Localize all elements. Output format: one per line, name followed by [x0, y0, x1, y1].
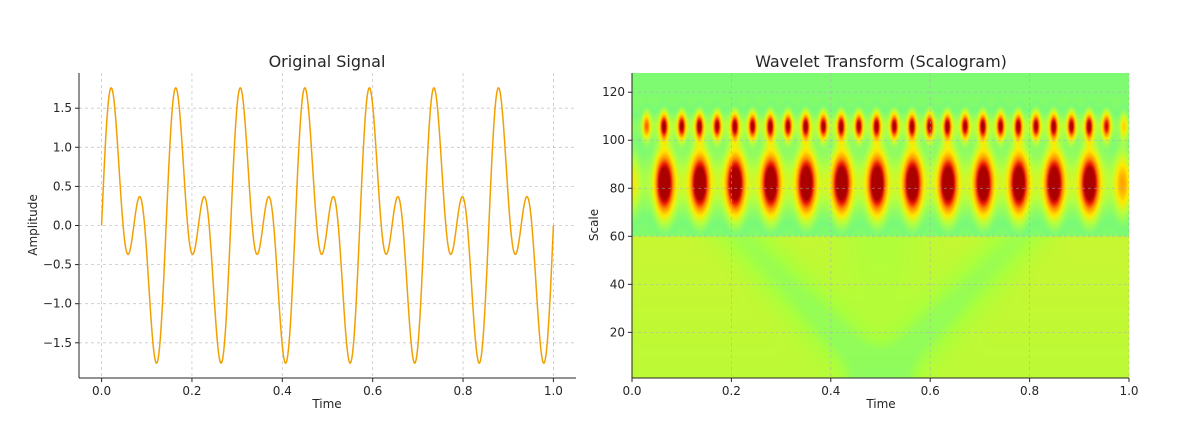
right-y-tick-label: 80	[610, 181, 625, 195]
right-x-tick-label: 0.6	[921, 384, 940, 398]
scalogram-chart: Wavelet Transform (Scalogram) 0.0 0.2 0.4 0…	[587, 52, 1139, 411]
left-y-tick-label: 1.0	[53, 140, 72, 154]
left-y-tick-label: −1.0	[43, 297, 72, 311]
left-y-tick-label: 1.5	[53, 101, 72, 115]
left-x-axis-label: Time	[311, 397, 341, 411]
right-x-tick-label: 0.2	[722, 384, 741, 398]
right-y-tick-label: 20	[610, 325, 625, 339]
right-x-axis-label: Time	[865, 397, 895, 411]
scalogram-heatmap	[632, 73, 1129, 378]
right-x-tick-label: 0.0	[622, 384, 641, 398]
right-x-tick-label: 0.8	[1020, 384, 1039, 398]
signal-line	[100, 86, 555, 365]
left-chart-title: Original Signal	[269, 52, 386, 71]
left-y-tick-label: −1.5	[43, 336, 72, 350]
left-y-tick-label: 0.0	[53, 219, 72, 233]
left-x-tick-label: 0.8	[453, 384, 472, 398]
right-y-tick-label: 60	[610, 229, 625, 243]
left-x-tick-label: 1.0	[544, 384, 563, 398]
left-y-tick-label: −0.5	[43, 258, 72, 272]
left-y-tick-label: 0.5	[53, 179, 72, 193]
right-ticks: 0.0 0.2 0.4 0.6 0.8 1.0 20 40 60 80 100 120	[602, 85, 1138, 398]
right-y-axis-label: Scale	[587, 209, 601, 241]
left-x-tick-label: 0.2	[182, 384, 201, 398]
left-x-tick-label: 0.6	[363, 384, 382, 398]
left-y-axis-label: Amplitude	[26, 194, 40, 256]
left-x-tick-label: 0.0	[92, 384, 111, 398]
right-x-tick-label: 1.0	[1119, 384, 1138, 398]
right-y-tick-label: 120	[602, 85, 625, 99]
right-chart-title: Wavelet Transform (Scalogram)	[755, 52, 1007, 71]
right-x-tick-label: 0.4	[821, 384, 840, 398]
right-y-tick-label: 40	[610, 277, 625, 291]
original-signal-chart: Original Signal 0.0 0.2 0.4 0.6 0.8 1.0 −1.5 −1…	[26, 52, 576, 411]
right-y-tick-label: 100	[602, 133, 625, 147]
left-ticks: 0.0 0.2 0.4 0.6 0.8 1.0 −1.5 −1.0 −0.5 0.0 0.5 1.0 1…	[43, 101, 563, 398]
left-x-tick-label: 0.4	[273, 384, 292, 398]
